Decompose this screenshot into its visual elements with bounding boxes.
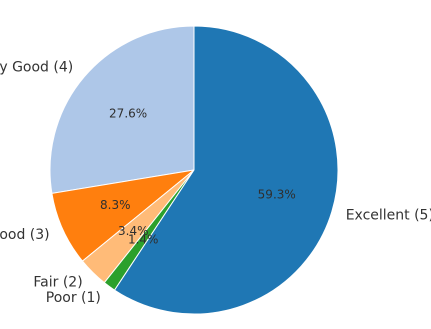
slice-percent-1: 8.3% (100, 198, 131, 212)
slice-label-0: Very Good (4) (0, 60, 73, 76)
slice-label-3: Poor (1) (46, 290, 101, 306)
pie-slices (49, 25, 339, 315)
pie-labels: Very Good (4) 27.6% Good (3) 8.3% Fair (2) 3.… (0, 60, 431, 307)
slice-label-4: Excellent (5) (346, 208, 431, 224)
pie-slice-4 (113, 25, 339, 315)
slice-label-1: Good (3) (0, 227, 50, 243)
slice-percent-2: 3.4% (118, 224, 149, 238)
slice-percent-0: 27.6% (109, 107, 147, 121)
slice-label-2: Fair (2) (33, 275, 82, 291)
pie-slice-0 (49, 25, 195, 194)
slice-percent-4: 59.3% (258, 187, 296, 201)
slice-percent-3: 1.4% (128, 232, 159, 246)
